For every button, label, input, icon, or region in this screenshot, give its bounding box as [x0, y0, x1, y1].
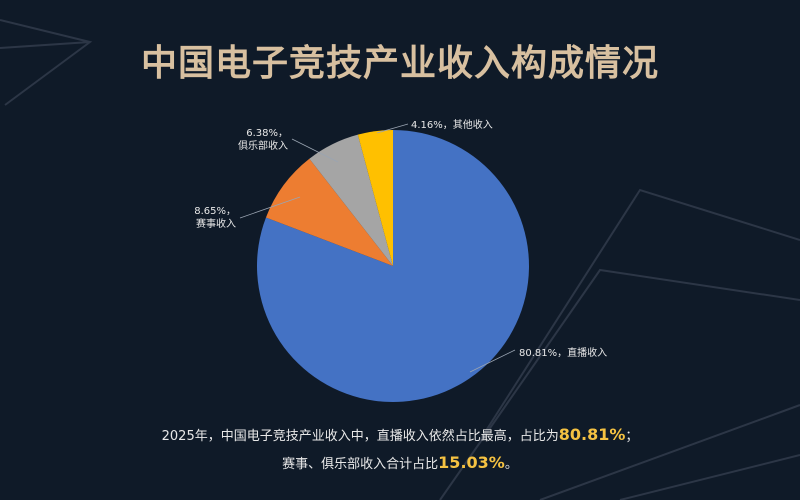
data-label-3-line-1: 6.38%， [246, 128, 288, 139]
summary-line-1-suffix: ； [625, 429, 639, 444]
summary-line-1-value: 80.81% [558, 425, 626, 444]
leader-line-1 [469, 349, 516, 373]
data-label-2-line-2: 赛事收入 [196, 217, 236, 230]
summary-line-2: 赛事、俱乐部收入合计占比15.03%。 [0, 450, 800, 478]
summary-line-2-value: 15.03% [438, 453, 505, 472]
data-label-2-line-1: 8.65%， [194, 206, 236, 217]
leader-line-4 [376, 123, 409, 134]
summary-line-1: 2025年，中国电子竞技产业收入中，直播收入依然占比最高，占比为80.81%； [0, 422, 800, 450]
leader-line-2 [239, 196, 301, 219]
data-label-2: 8.65%，赛事收入 [194, 206, 236, 230]
summary-line-1-prefix: 2025年，中国电子竞技产业收入中，直播收入依然占比最高，占比为 [161, 429, 559, 444]
data-label-3-line-2: 俱乐部收入 [238, 139, 288, 152]
data-label-3: 6.38%，俱乐部收入 [238, 128, 288, 152]
leader-line-3 [291, 138, 339, 163]
summary-line-2-prefix: 赛事、俱乐部收入合计占比 [282, 457, 439, 472]
data-label-1: 80.81%，直播收入 [519, 346, 607, 359]
pie-slice-2 [265, 158, 393, 266]
summary-text: 2025年，中国电子竞技产业收入中，直播收入依然占比最高，占比为80.81%； … [0, 422, 800, 478]
chart-title: 中国电子竞技产业收入构成情况 [140, 43, 659, 84]
pie-slice-3 [309, 134, 393, 266]
data-label-4: 4.16%，其他收入 [411, 118, 493, 131]
pie-slice-4 [357, 130, 393, 266]
summary-line-2-suffix: 。 [504, 457, 518, 472]
